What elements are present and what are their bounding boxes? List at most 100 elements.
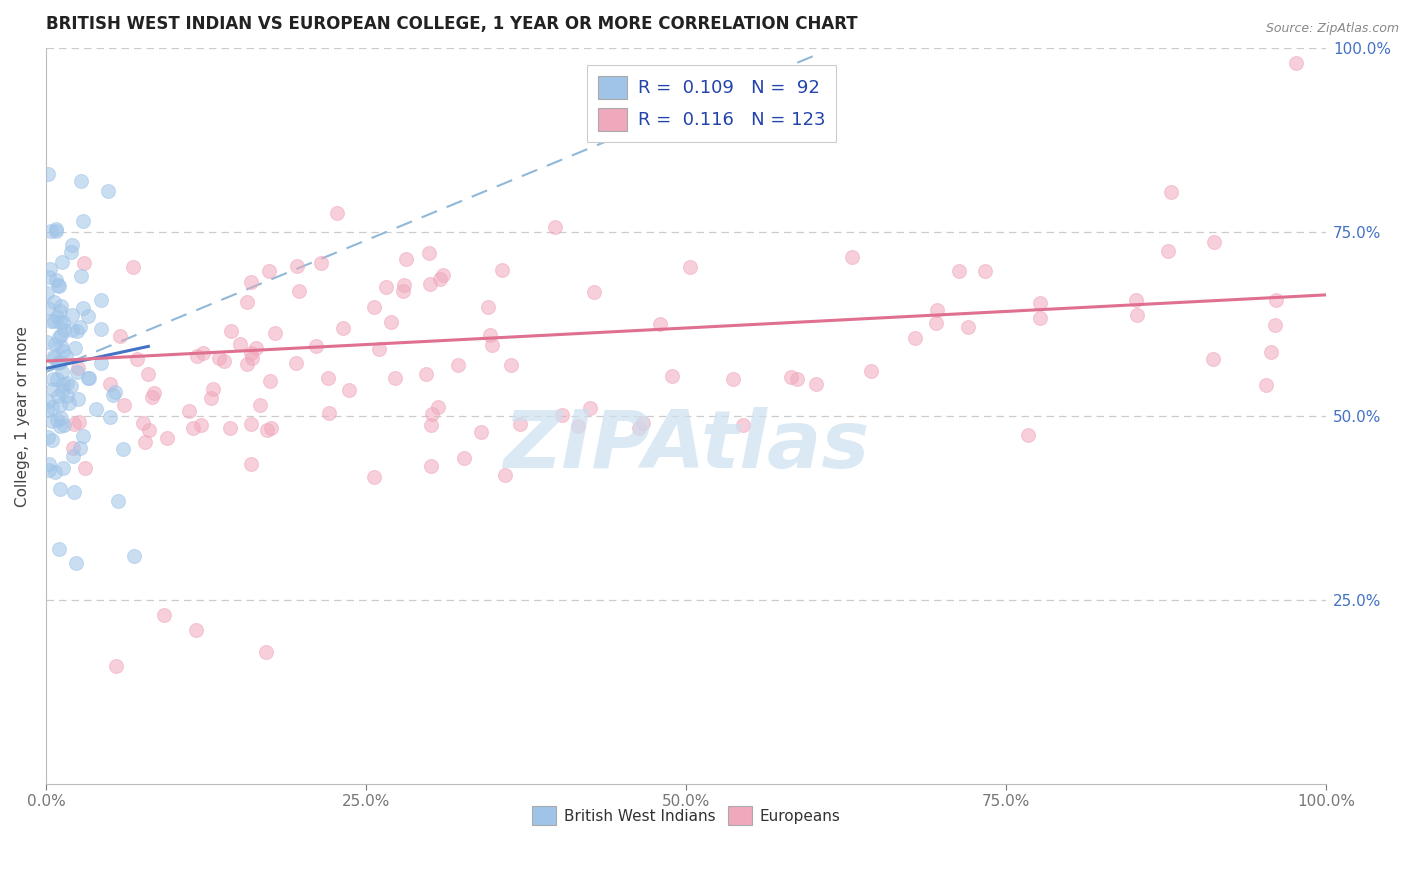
- Point: [49, 339, 72, 353]
- Point: [66, 324, 89, 338]
- Point: [45, 371, 67, 385]
- Point: [63, 485, 86, 500]
- Point: [65, 341, 87, 355]
- Point: [41, 414, 63, 428]
- Point: [567, 418, 589, 433]
- Point: [1017, 427, 1039, 442]
- Point: [44, 465, 66, 479]
- Point: [121, 260, 143, 275]
- Point: [1265, 293, 1288, 308]
- Point: [107, 494, 129, 508]
- Point: [479, 327, 502, 342]
- Point: [245, 341, 267, 355]
- Point: [39, 314, 62, 328]
- Point: [240, 346, 263, 360]
- Point: [58, 396, 80, 410]
- Point: [37, 167, 59, 181]
- Point: [70, 174, 93, 188]
- Point: [90, 321, 112, 335]
- Point: [219, 324, 242, 338]
- Point: [1256, 378, 1278, 392]
- Point: [318, 370, 340, 384]
- Point: [46, 389, 69, 403]
- Point: [49, 411, 72, 425]
- Point: [72, 256, 94, 270]
- Point: [142, 386, 165, 401]
- Point: [186, 349, 208, 363]
- Point: [214, 354, 236, 368]
- Point: [285, 259, 308, 273]
- Point: [90, 356, 112, 370]
- Point: [447, 359, 470, 373]
- Point: [44, 314, 66, 328]
- Point: [337, 383, 360, 397]
- Point: [419, 418, 441, 433]
- Point: [69, 441, 91, 455]
- Point: [52, 315, 75, 329]
- Point: [633, 416, 655, 430]
- Point: [925, 302, 948, 317]
- Point: [37, 402, 59, 417]
- Point: [134, 434, 156, 449]
- Point: [77, 371, 100, 385]
- Point: [841, 250, 863, 264]
- Point: [44, 337, 66, 351]
- Point: [79, 370, 101, 384]
- Point: [51, 384, 73, 398]
- Point: [66, 392, 89, 407]
- Point: [650, 317, 672, 331]
- Point: [77, 309, 100, 323]
- Point: [45, 412, 67, 426]
- Point: [628, 421, 651, 435]
- Point: [239, 276, 262, 290]
- Point: [45, 224, 67, 238]
- Point: [101, 388, 124, 402]
- Point: [62, 449, 84, 463]
- Point: [136, 368, 159, 382]
- Point: [363, 469, 385, 483]
- Point: [122, 549, 145, 563]
- Point: [52, 377, 75, 392]
- Point: [156, 431, 179, 445]
- Point: [42, 372, 65, 386]
- Point: [60, 308, 83, 322]
- Point: [1126, 308, 1149, 322]
- Point: [1028, 296, 1050, 310]
- Point: [956, 320, 979, 334]
- Point: [229, 337, 252, 351]
- Point: [69, 268, 91, 283]
- Text: BRITISH WEST INDIAN VS EUROPEAN COLLEGE, 1 YEAR OR MORE CORRELATION CHART: BRITISH WEST INDIAN VS EUROPEAN COLLEGE,…: [46, 15, 858, 33]
- Point: [236, 294, 259, 309]
- Point: [249, 398, 271, 412]
- Point: [52, 460, 75, 475]
- Point: [38, 457, 60, 471]
- Point: [62, 442, 84, 456]
- Point: [44, 349, 66, 363]
- Point: [477, 301, 499, 315]
- Point: [432, 268, 454, 282]
- Point: [260, 421, 283, 435]
- Point: [974, 263, 997, 277]
- Point: [186, 623, 208, 637]
- Point: [780, 370, 803, 384]
- Point: [141, 390, 163, 404]
- Point: [37, 301, 59, 315]
- Point: [125, 351, 148, 366]
- Point: [49, 303, 72, 318]
- Point: [259, 264, 281, 278]
- Text: Source: ZipAtlas.com: Source: ZipAtlas.com: [1265, 22, 1399, 36]
- Y-axis label: College, 1 year or more: College, 1 year or more: [15, 326, 30, 507]
- Point: [363, 300, 385, 314]
- Point: [470, 425, 492, 439]
- Point: [419, 277, 441, 291]
- Point: [44, 294, 66, 309]
- Point: [112, 398, 135, 412]
- Point: [59, 379, 82, 393]
- Point: [731, 417, 754, 432]
- Point: [41, 400, 63, 414]
- Point: [578, 401, 600, 416]
- Point: [45, 273, 67, 287]
- Point: [200, 392, 222, 406]
- Point: [60, 238, 83, 252]
- Point: [37, 430, 59, 444]
